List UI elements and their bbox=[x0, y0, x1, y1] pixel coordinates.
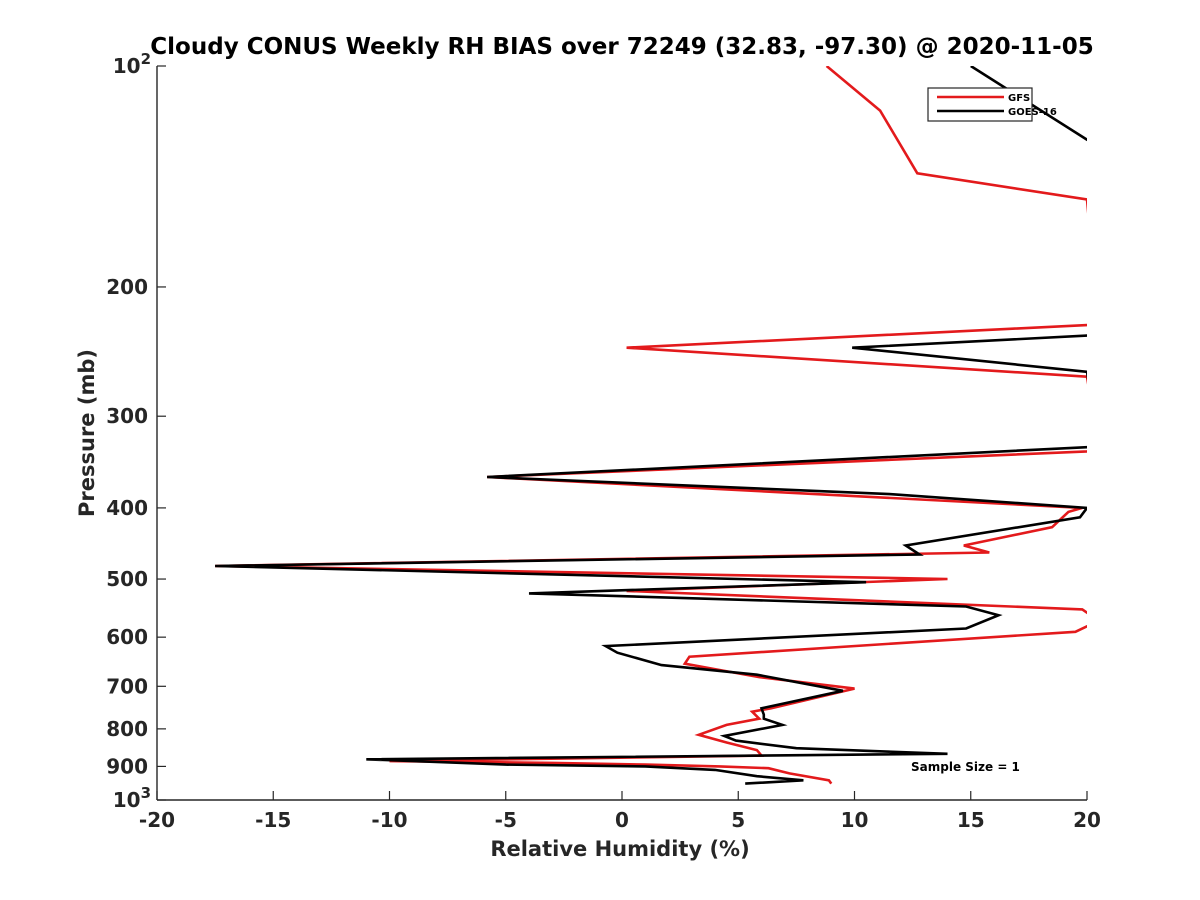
x-tick-label: 15 bbox=[957, 808, 985, 832]
axes-layer: -20 -15 -10 -5 0 5 10 15 20 102 200 300 400 500 600 700… bbox=[106, 50, 1101, 832]
legend-label-gfs: GFS bbox=[1008, 93, 1030, 104]
series-layer bbox=[215, 66, 1087, 785]
legend-box bbox=[927, 87, 1033, 122]
y-tick-label: 102 bbox=[113, 50, 151, 78]
y-tick-label: 300 bbox=[106, 404, 148, 428]
legend: GFS GOES-16 bbox=[927, 87, 1057, 122]
x-tick-label: -15 bbox=[255, 808, 291, 832]
y-tick-label: 700 bbox=[106, 674, 148, 698]
x-tick-label: 5 bbox=[731, 808, 745, 832]
y-tick-label: 500 bbox=[106, 567, 148, 591]
y-tick-label: 200 bbox=[106, 275, 148, 299]
x-tick-label: -5 bbox=[495, 808, 517, 832]
sample-size-annotation: Sample Size = 1 bbox=[911, 760, 1020, 774]
x-axis-label: Relative Humidity (%) bbox=[490, 837, 749, 861]
series-line-goes-16 bbox=[215, 66, 1087, 785]
y-tick-label: 600 bbox=[106, 625, 148, 649]
x-tick-label: 0 bbox=[615, 808, 629, 832]
chart-title: Cloudy CONUS Weekly RH BIAS over 72249 (… bbox=[150, 34, 1093, 60]
y-tick-label: 800 bbox=[106, 717, 148, 741]
y-tick-label: 400 bbox=[106, 496, 148, 520]
y-axis-label: Pressure (mb) bbox=[75, 349, 99, 517]
y-tick-label: 900 bbox=[106, 754, 148, 778]
x-tick-label: 20 bbox=[1073, 808, 1101, 832]
x-tick-label: 10 bbox=[841, 808, 869, 832]
x-tick-label: -10 bbox=[371, 808, 407, 832]
y-tick-label: 103 bbox=[113, 784, 151, 812]
legend-label-goes-16: GOES-16 bbox=[1008, 107, 1057, 118]
x-tick-label: -20 bbox=[139, 808, 175, 832]
series-line-gfs bbox=[215, 66, 1087, 785]
